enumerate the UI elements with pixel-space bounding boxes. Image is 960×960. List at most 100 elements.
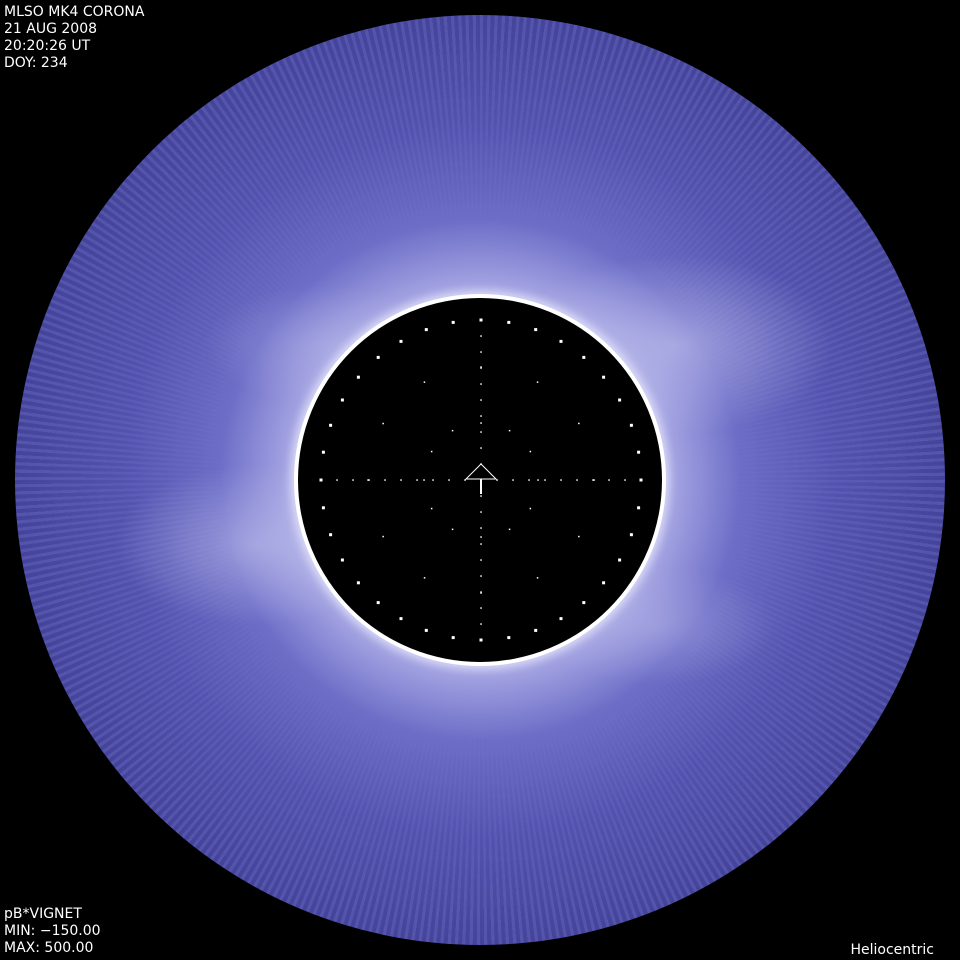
grid-dot	[368, 479, 370, 481]
grid-dot	[507, 320, 511, 324]
grid-dot	[528, 479, 530, 481]
grid-dot	[480, 575, 482, 577]
grid-dot	[480, 431, 482, 433]
instrument-label: MLSO MK4 CORONA	[4, 4, 145, 20]
grid-dot	[479, 638, 483, 642]
grid-dot	[416, 479, 418, 481]
doy-label: DOY: 234	[4, 55, 68, 71]
grid-dot	[384, 479, 386, 481]
grid-dot	[576, 479, 578, 481]
grid-dot	[480, 592, 482, 594]
grid-dot	[480, 511, 482, 513]
grid-dot	[578, 535, 580, 538]
grid-dot	[480, 415, 482, 417]
grid-dot	[336, 479, 338, 481]
grid-dot	[430, 507, 433, 510]
grid-dot	[534, 328, 538, 332]
grid-dot	[480, 591, 482, 593]
grid-dot	[593, 479, 595, 481]
footer-info: pB*VIGNET MIN: −150.00 MAX: 500.00	[4, 906, 101, 957]
grid-dot	[367, 479, 369, 481]
grid-dot	[624, 479, 626, 481]
grid-dot	[423, 381, 426, 383]
grid-dot	[480, 399, 482, 401]
grid-dot	[430, 450, 433, 453]
grid-dot	[480, 367, 482, 369]
grid-dot	[319, 478, 323, 482]
grid-dot	[451, 636, 455, 640]
grid-dot	[559, 617, 563, 621]
grid-dot	[534, 628, 538, 632]
grid-dot	[382, 422, 384, 425]
grid-dot	[340, 558, 344, 562]
grid-dots	[319, 318, 643, 642]
grid-dot	[508, 429, 511, 432]
grid-dot	[507, 636, 511, 640]
grid-dot	[480, 623, 482, 625]
grid-dot	[536, 577, 539, 579]
north-arrow-icon	[464, 463, 498, 494]
header-info: MLSO MK4 CORONA 21 AUG 2008 20:20:26 UT DOY…	[4, 4, 144, 72]
grid-dot	[629, 423, 633, 427]
grid-dot	[480, 543, 482, 545]
grid-dot	[423, 577, 426, 579]
grid-dot	[432, 479, 434, 481]
grid-dot	[399, 617, 403, 621]
grid-dot	[329, 533, 333, 537]
grid-dot	[629, 533, 633, 537]
date-label: 21 AUG 2008	[4, 21, 98, 37]
grid-dot	[529, 507, 532, 510]
grid-dot	[578, 422, 580, 425]
grid-dot	[448, 479, 450, 481]
grid-dot	[537, 479, 539, 481]
grid-dot	[637, 506, 641, 510]
grid-dot	[451, 429, 454, 432]
grid-dot	[480, 536, 482, 538]
grid-dot	[639, 478, 643, 482]
grid-dot	[602, 581, 606, 585]
grid-dot	[592, 479, 594, 481]
grid-dot	[451, 320, 455, 324]
grid-dot	[480, 607, 482, 609]
grid-dot	[480, 527, 482, 529]
grid-dot	[480, 559, 482, 561]
max-label: MAX: 500.00	[4, 940, 94, 956]
grid-dot	[356, 581, 360, 585]
grid-dot	[480, 335, 482, 337]
grid-dot	[512, 479, 514, 481]
product-label: pB*VIGNET	[4, 906, 82, 922]
min-label: MIN: −150.00	[4, 923, 101, 939]
grid-dot	[559, 339, 563, 343]
grid-dot	[582, 601, 586, 605]
grid-dot	[536, 381, 539, 383]
grid-dot	[496, 479, 498, 481]
grid-dot	[376, 355, 380, 359]
grid-dot	[602, 375, 606, 379]
grid-dot	[352, 479, 354, 481]
grid-dot	[400, 479, 402, 481]
grid-dot	[480, 495, 482, 497]
grid-dot	[618, 398, 622, 402]
grid-dot	[480, 447, 482, 449]
grid-dot	[423, 479, 425, 481]
grid-dot	[424, 328, 428, 332]
grid-dot	[480, 422, 482, 424]
grid-dot	[480, 366, 482, 368]
grid-dot	[560, 479, 562, 481]
grid-dot	[382, 535, 384, 538]
grid-dot	[451, 528, 454, 531]
grid-dot	[321, 506, 325, 510]
grid-dot	[424, 628, 428, 632]
frame-label: Heliocentric	[850, 942, 934, 958]
grid-dot	[480, 351, 482, 353]
grid-dot	[508, 528, 511, 531]
time-label: 20:20:26 UT	[4, 38, 91, 54]
grid-dot	[340, 398, 344, 402]
grid-dot	[480, 383, 482, 385]
grid-dot	[321, 450, 325, 454]
grid-dot	[356, 375, 360, 379]
grid-dot	[464, 479, 466, 481]
grid-dot	[399, 339, 403, 343]
